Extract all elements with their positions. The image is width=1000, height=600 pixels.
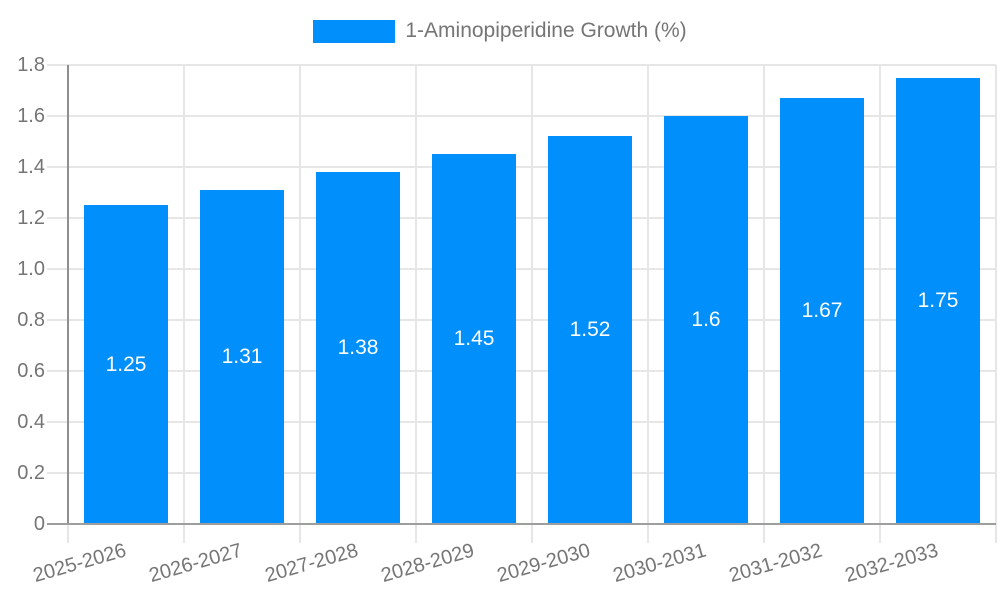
x-axis-tick-label: 2031-2032 — [727, 539, 826, 587]
x-axis-tick-label: 2027-2028 — [263, 539, 362, 587]
x-axis-tick-label: 2029-2030 — [495, 539, 594, 587]
bar-value-label: 1.67 — [801, 299, 843, 323]
bar: 1.25 — [84, 205, 168, 524]
gridline-vertical — [415, 65, 417, 543]
gridline-vertical — [531, 65, 533, 543]
gridline-horizontal — [47, 115, 996, 117]
gridline-horizontal — [47, 370, 996, 372]
bar-value-label: 1.52 — [569, 318, 611, 342]
gridline-horizontal — [47, 421, 996, 423]
bar: 1.52 — [548, 136, 632, 524]
x-axis-tick-label: 2025-2026 — [31, 539, 130, 587]
bar-value-label: 1.38 — [337, 336, 379, 360]
bar-value-label: 1.25 — [105, 352, 147, 376]
bar-value-label: 1.6 — [691, 308, 721, 331]
gridline-horizontal — [47, 217, 996, 219]
legend-label: 1-Aminopiperidine Growth (%) — [405, 19, 687, 42]
gridline-vertical — [995, 65, 997, 543]
y-axis-tick-label: 1.0 — [17, 258, 45, 280]
plot-area: 1.25 1.31 1.38 1.45 1.52 1.6 1.67 1.75 — [47, 64, 997, 543]
y-axis-tick-label: 1.6 — [17, 105, 45, 127]
gridline-horizontal — [47, 64, 996, 66]
y-axis-labels: 0 0.2 0.4 0.6 0.8 1.0 1.2 1.4 1.6 1.8 — [0, 0, 45, 600]
y-axis-tick-label: 0.2 — [17, 462, 45, 484]
y-axis-tick-label: 0.4 — [17, 411, 45, 433]
chart-legend[interactable]: 1-Aminopiperidine Growth (%) — [0, 19, 1000, 43]
bar: 1.67 — [780, 98, 864, 524]
bar: 1.31 — [200, 189, 284, 524]
gridline-horizontal — [47, 166, 996, 168]
y-axis-tick-label: 1.4 — [17, 156, 45, 178]
gridline-horizontal — [47, 319, 996, 321]
x-axis-tick-label: 2032-2033 — [843, 539, 942, 587]
bar-value-label: 1.31 — [221, 344, 263, 368]
legend-swatch-icon — [313, 19, 396, 43]
y-axis-tick-label: 0.6 — [17, 360, 45, 382]
y-axis-line — [67, 65, 69, 524]
gridline-vertical — [299, 65, 301, 543]
y-axis-tick-label: 1.2 — [17, 207, 45, 229]
gridline-vertical — [647, 65, 649, 543]
gridline-vertical — [879, 65, 881, 543]
x-axis-tick-label: 2026-2027 — [147, 539, 246, 587]
bar-value-label: 1.75 — [917, 288, 959, 312]
bar: 1.75 — [896, 77, 980, 524]
gridline-horizontal — [47, 268, 996, 270]
x-axis-tick-label: 2030-2031 — [611, 539, 710, 587]
bar-value-label: 1.45 — [453, 327, 495, 351]
bar: 1.38 — [316, 172, 400, 524]
bar: 1.45 — [432, 154, 516, 524]
y-axis-tick-label: 0.8 — [17, 309, 45, 331]
gridline-horizontal — [47, 472, 996, 474]
x-axis-line — [47, 523, 996, 525]
x-axis-tick-label: 2028-2029 — [379, 539, 478, 587]
gridline-vertical — [763, 65, 765, 543]
bar: 1.6 — [664, 116, 748, 524]
y-axis-tick-label: 0 — [33, 513, 45, 535]
y-axis-tick-label: 1.8 — [17, 54, 45, 76]
gridline-vertical — [183, 65, 185, 543]
